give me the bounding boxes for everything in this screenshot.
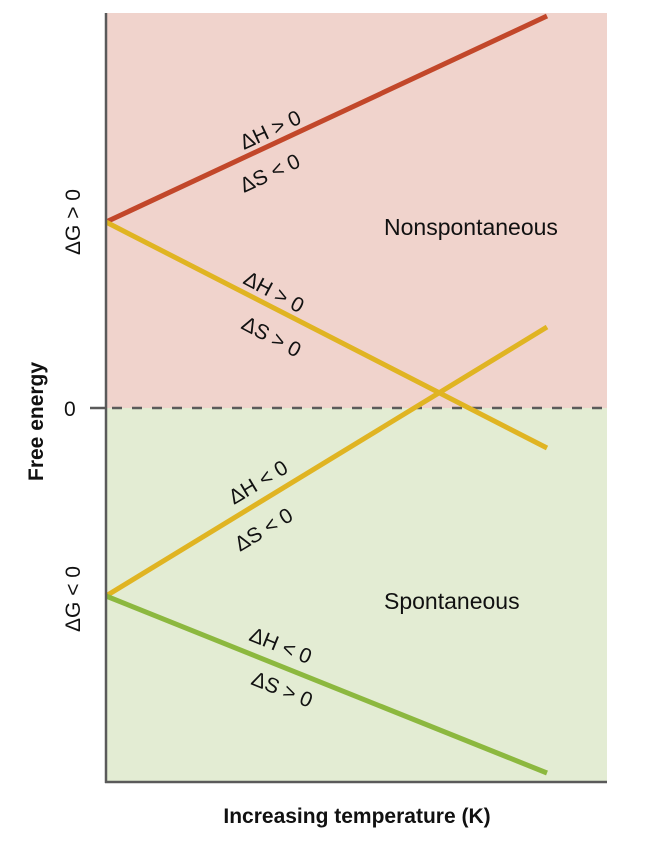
y-tick-positive: ΔG > 0	[62, 189, 85, 255]
y-axis-title: Free energy	[25, 362, 48, 481]
line-dh-pos-ds-neg	[104, 13, 549, 225]
line-dh-neg-ds-neg	[104, 324, 549, 599]
y-tick-negative: ΔG < 0	[62, 566, 85, 632]
line-dh-neg-ds-pos	[105, 593, 548, 776]
spontaneous-region	[106, 408, 607, 782]
x-axis-title: Increasing temperature (K)	[223, 805, 490, 828]
y-tick-zero: 0	[64, 398, 76, 421]
nonspontaneous-label: Nonspontaneous	[384, 214, 558, 240]
spontaneous-label: Spontaneous	[384, 588, 520, 614]
line-dh-pos-ds-pos	[104, 219, 549, 451]
